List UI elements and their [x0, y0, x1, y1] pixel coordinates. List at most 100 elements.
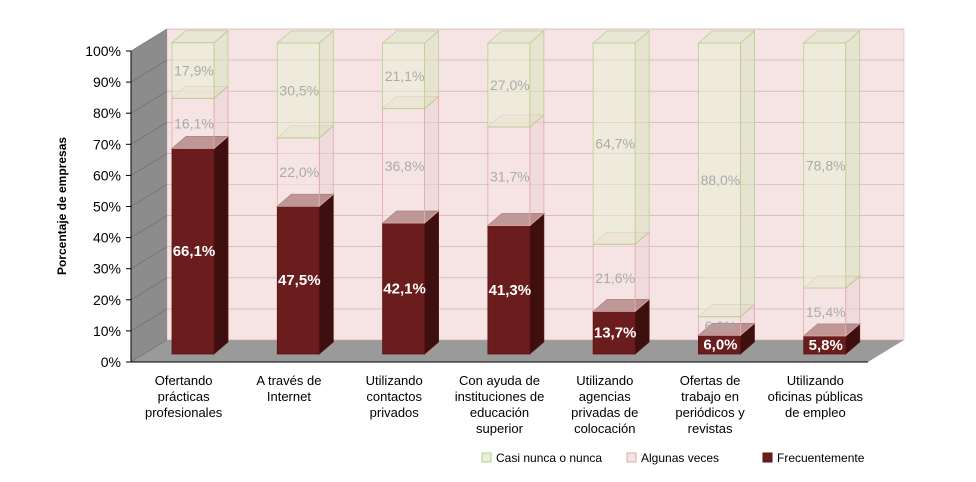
y-tick-label: 70%	[93, 136, 121, 152]
category-label-line: oficinas públicas	[768, 389, 864, 404]
bar-side-3-0	[529, 212, 545, 355]
data-label: 47,5%	[278, 272, 321, 289]
category-label-line: A través de	[256, 373, 321, 388]
bars: 66,1% 16,1% 17,9% 47,5% 22,0% 30,5% 42,1% 36,8%…	[170, 29, 861, 355]
legend-label: Frecuentemente	[777, 451, 865, 465]
bar-side-4-1	[634, 231, 650, 313]
bar-1-2	[276, 42, 320, 139]
bar-side-0-0	[213, 135, 229, 355]
category-label-line: Utilizando	[366, 373, 423, 388]
bar-side-2-1	[424, 95, 439, 224]
bar-side-1-2	[318, 30, 334, 139]
category-label: Utilizando contactos privados	[366, 373, 423, 420]
data-label: 5,8%	[809, 337, 843, 354]
category-label-line: Utilizando	[576, 373, 633, 388]
y-tick-label: 0%	[101, 354, 121, 370]
bar-1-0	[276, 205, 320, 355]
data-label: 6,0%	[703, 337, 737, 354]
y-tick-label: 60%	[93, 167, 121, 183]
gridline-side	[130, 122, 168, 145]
category-label-line: instituciones de	[455, 389, 545, 404]
bar-side-2-2	[424, 30, 439, 110]
y-axis-title: Porcentaje de empresas	[55, 137, 69, 275]
category-label-line: Con ayuda de	[459, 373, 540, 388]
category-label-line: contactos	[366, 389, 422, 404]
bar-top-4-2	[592, 30, 651, 44]
y-tick-label: 30%	[93, 261, 121, 277]
data-label: 17,9%	[174, 63, 214, 79]
data-label: 66,1%	[173, 243, 216, 260]
bar-2-0	[382, 222, 425, 355]
legend-label: Algunas veces	[641, 451, 719, 465]
category-label: Ofertando prácticas profesionales	[145, 373, 223, 420]
category-label-line: Utilizando	[787, 373, 844, 388]
y-tick-label: 90%	[93, 74, 121, 90]
category-label-line: de empleo	[785, 405, 846, 420]
data-label: 6,0%	[704, 318, 736, 334]
legend-swatch	[762, 452, 773, 463]
axes: 0% 10% 20% 30% 40% 50% 60% 70% 80% 90% 100% Porcent…	[55, 43, 868, 436]
bar-top-5-2	[697, 30, 756, 44]
y-tick-label: 40%	[93, 230, 121, 246]
category-label-line: Internet	[267, 389, 311, 404]
data-label: 21,1%	[385, 68, 425, 84]
gridline-side	[130, 246, 168, 269]
bar-4-0	[592, 310, 636, 355]
gridline-side	[130, 90, 168, 114]
gridline-side	[130, 184, 168, 207]
legend-swatch	[626, 452, 637, 463]
category-label: Utilizando oficinas públicas de empleo	[768, 373, 864, 420]
gridline-side	[130, 59, 168, 83]
gridline-side	[130, 153, 168, 176]
category-label-line: Ofertando	[155, 373, 213, 388]
category-label-line: privadas de	[571, 405, 638, 420]
bar-2-2	[382, 42, 425, 110]
category-label-line: Ofertas de	[680, 373, 741, 388]
category-label: Con ayuda de instituciones de educación sup…	[455, 373, 545, 436]
category-label: A través de Internet	[256, 373, 321, 404]
data-label: 21,6%	[595, 270, 635, 286]
data-label: 16,1%	[174, 115, 214, 131]
data-label: 15,4%	[806, 304, 846, 320]
bar-0-0	[171, 148, 215, 355]
bar-2-1	[382, 108, 425, 224]
category-label-line: privados	[370, 405, 420, 420]
y-tick-label: 80%	[93, 105, 121, 121]
bar-0-1	[171, 97, 215, 149]
category-label-line: educación	[470, 405, 529, 420]
bar-side-6-2	[845, 30, 861, 289]
data-label: 42,1%	[383, 281, 426, 298]
bar-top-2-2	[381, 30, 440, 44]
bar-side-3-2	[529, 30, 545, 128]
y-tick-label: 100%	[85, 43, 121, 59]
data-label: 41,3%	[489, 282, 532, 299]
bar-side-2-0	[424, 210, 439, 355]
data-label: 31,7%	[490, 168, 530, 184]
bar-side-3-1	[529, 114, 545, 227]
bar-top-1-2	[276, 30, 335, 44]
bar-top-3-2	[486, 30, 545, 44]
legend-swatch	[481, 452, 492, 463]
category-label-line: agencias	[579, 389, 632, 404]
bar-1-1	[276, 137, 320, 207]
bar-3-0	[487, 225, 531, 355]
data-label: 78,8%	[806, 158, 846, 174]
data-label: 22,0%	[279, 164, 319, 180]
gridline-side	[130, 308, 168, 332]
y-tick-label: 50%	[93, 199, 121, 215]
category-label-line: superior	[476, 421, 524, 436]
gridline-side	[130, 339, 168, 363]
y-tick-label: 20%	[93, 292, 121, 308]
data-label: 88,0%	[701, 172, 741, 188]
data-label: 13,7%	[594, 325, 637, 342]
y-tick-label: 10%	[93, 323, 121, 339]
bar-side-5-2	[740, 30, 755, 318]
bar-5-2	[698, 42, 741, 318]
bar-3-2	[487, 42, 531, 128]
category-label: Ofertas de trabajo en periódicos y revistas	[675, 373, 745, 436]
bar-6-2	[803, 42, 847, 289]
bar-side-1-0	[318, 193, 334, 355]
category-label-line: profesionales	[145, 405, 223, 420]
category-label-line: prácticas	[158, 389, 211, 404]
